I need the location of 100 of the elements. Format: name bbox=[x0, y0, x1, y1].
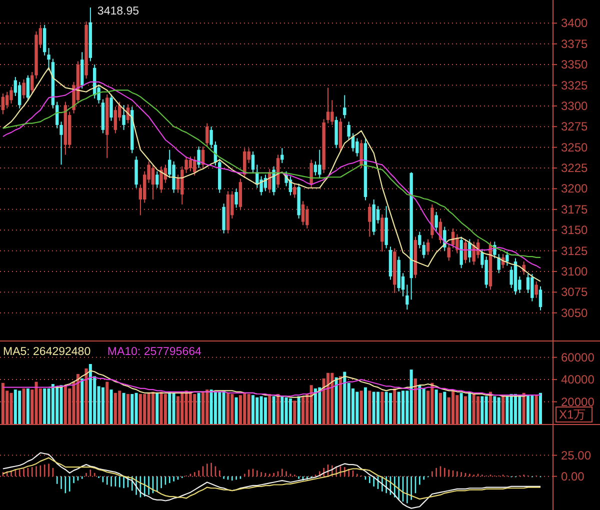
y-tick-label: 0.00 bbox=[561, 469, 585, 484]
y-tick-label: 25.00 bbox=[561, 448, 592, 462]
bar bbox=[410, 370, 413, 424]
bar bbox=[464, 396, 467, 424]
candlestick bbox=[343, 94, 346, 119]
candlestick bbox=[426, 238, 430, 256]
bar bbox=[26, 388, 30, 424]
candlestick bbox=[197, 146, 200, 169]
y-tick-label: 3075 bbox=[561, 285, 588, 300]
y-tick-label: 3200 bbox=[561, 182, 588, 196]
candlestick bbox=[534, 280, 538, 298]
bar bbox=[280, 396, 284, 424]
y-tick-label: 3325 bbox=[561, 78, 588, 92]
candlestick bbox=[47, 48, 50, 71]
bar bbox=[372, 392, 376, 424]
candlestick bbox=[188, 156, 192, 172]
bar bbox=[510, 394, 513, 424]
candlestick bbox=[222, 203, 226, 234]
candlestick bbox=[356, 138, 359, 157]
bar bbox=[301, 396, 304, 424]
bar bbox=[176, 396, 180, 424]
bar bbox=[126, 394, 130, 424]
bar bbox=[397, 392, 400, 424]
bar bbox=[343, 372, 346, 424]
bar bbox=[180, 392, 184, 424]
candlestick bbox=[60, 121, 63, 166]
bar bbox=[488, 392, 492, 424]
y-tick-label: 3100 bbox=[561, 264, 588, 278]
bar bbox=[401, 390, 404, 424]
bar bbox=[18, 390, 22, 424]
bar bbox=[197, 392, 200, 424]
bar bbox=[210, 390, 213, 424]
candlestick bbox=[310, 159, 313, 188]
bar bbox=[388, 392, 392, 424]
bar bbox=[122, 392, 126, 424]
bar bbox=[506, 396, 509, 424]
candlestick bbox=[26, 74, 30, 102]
bar bbox=[501, 395, 504, 424]
candlestick bbox=[326, 87, 330, 124]
bar bbox=[330, 372, 334, 424]
candlestick bbox=[160, 166, 163, 194]
series-label: MA10: 257795664 bbox=[107, 346, 202, 358]
candlestick bbox=[251, 150, 255, 174]
bar bbox=[268, 394, 272, 424]
candlestick bbox=[22, 78, 26, 99]
bar bbox=[168, 392, 172, 424]
y-tick-label: 60000 bbox=[561, 350, 595, 364]
bar bbox=[456, 395, 459, 424]
candlestick bbox=[472, 241, 476, 266]
bar bbox=[114, 392, 117, 424]
y-tick-label: 3150 bbox=[561, 223, 588, 238]
candlestick bbox=[156, 170, 159, 188]
bar bbox=[143, 394, 146, 424]
candlestick bbox=[10, 86, 13, 104]
y-tick-label: 3050 bbox=[561, 306, 588, 320]
bar bbox=[338, 376, 342, 424]
candlestick bbox=[506, 251, 509, 266]
bar bbox=[534, 395, 538, 424]
bar bbox=[151, 392, 154, 424]
bar bbox=[56, 386, 59, 424]
bar bbox=[64, 385, 67, 424]
bar bbox=[493, 396, 496, 424]
bar bbox=[384, 392, 388, 424]
bar bbox=[356, 392, 359, 424]
bar bbox=[110, 390, 113, 424]
bar bbox=[293, 400, 296, 424]
y-tick-label: 3350 bbox=[561, 58, 588, 72]
bar bbox=[201, 392, 204, 424]
series-label: MA5: 264292480 bbox=[3, 346, 91, 358]
bar bbox=[184, 390, 188, 424]
bar bbox=[468, 392, 472, 424]
candlestick bbox=[293, 183, 296, 198]
bar bbox=[434, 390, 438, 424]
bar bbox=[238, 395, 242, 424]
y-tick-label: 3400 bbox=[561, 16, 588, 30]
candlestick bbox=[538, 286, 542, 311]
candlestick bbox=[530, 273, 534, 302]
y-tick-label: 3125 bbox=[561, 244, 588, 258]
candlestick bbox=[318, 149, 322, 178]
candlestick bbox=[497, 254, 500, 274]
candlestick bbox=[422, 241, 426, 259]
candlestick bbox=[347, 121, 350, 140]
candlestick bbox=[30, 72, 34, 94]
bar bbox=[218, 392, 222, 424]
annotation: 3418.95 bbox=[97, 5, 140, 18]
bar bbox=[88, 364, 92, 424]
bar bbox=[156, 392, 159, 424]
candlestick bbox=[330, 100, 334, 126]
bar bbox=[522, 392, 526, 424]
bar bbox=[497, 397, 500, 424]
candlestick bbox=[447, 244, 450, 262]
y-tick-label: 20000 bbox=[561, 394, 595, 409]
bar bbox=[230, 394, 234, 424]
candlestick bbox=[434, 211, 438, 232]
bar bbox=[106, 382, 109, 424]
candlestick bbox=[184, 156, 188, 174]
bar bbox=[222, 390, 226, 424]
bar bbox=[380, 392, 384, 424]
bar bbox=[430, 382, 434, 424]
candlestick bbox=[301, 200, 305, 226]
